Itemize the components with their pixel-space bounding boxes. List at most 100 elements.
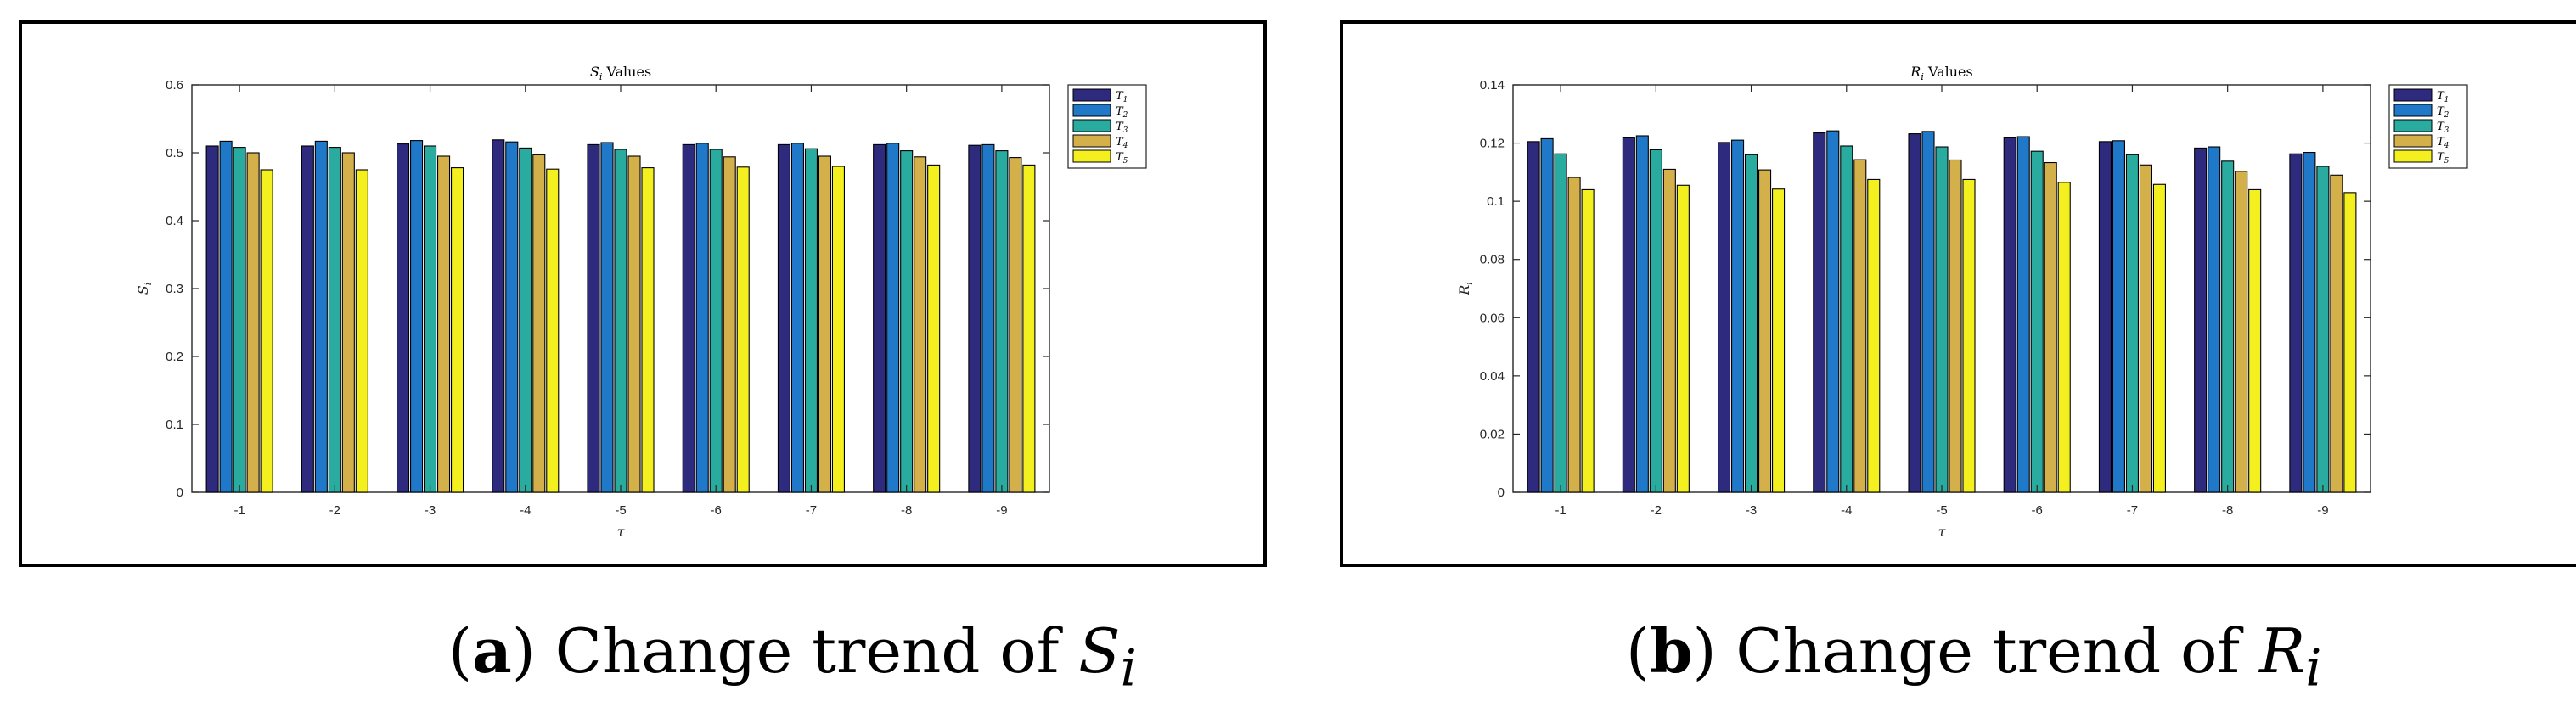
chart-title: Si Values xyxy=(590,64,651,82)
bar-t1--1 xyxy=(1527,141,1540,493)
bar-t1--9 xyxy=(968,144,981,493)
bar-t2--5 xyxy=(1921,131,1935,493)
bar-t3--9 xyxy=(2316,166,2330,493)
caption-b-letter: b xyxy=(1650,614,1693,687)
x-axis-label: τ xyxy=(617,524,626,540)
chart-title-text: Values xyxy=(1924,64,1973,80)
bar-t5--4 xyxy=(1867,178,1881,493)
legend-label-subscript: 2 xyxy=(2444,111,2449,120)
bar-t4--7 xyxy=(818,155,831,493)
bar-t3--3 xyxy=(1745,154,1758,493)
legend-label-t1: T1 xyxy=(1116,90,1128,104)
legend-label-symbol: T xyxy=(1116,151,1124,164)
legend-label-t2: T2 xyxy=(1116,105,1128,120)
legend-label-subscript: 1 xyxy=(2444,96,2449,104)
y-tick-label: 0 xyxy=(177,485,183,500)
x-tick-label: -4 xyxy=(1841,503,1852,518)
legend-label-t4: T4 xyxy=(2437,136,2449,150)
bar-t1--6 xyxy=(682,143,695,493)
bar-t2--6 xyxy=(2016,136,2030,493)
bar-t4--5 xyxy=(627,155,641,493)
bar-t5--9 xyxy=(1022,164,1036,493)
x-tick-label: -7 xyxy=(2127,503,2138,518)
bar-t4--2 xyxy=(1662,168,1676,493)
bar-t5--6 xyxy=(2057,182,2071,493)
caption-a-letter: a xyxy=(472,614,512,687)
bar-t4--6 xyxy=(723,156,736,493)
bar-t3--5 xyxy=(1935,146,1949,493)
bar-t1--1 xyxy=(205,145,219,493)
legend-label-t5: T5 xyxy=(1116,151,1128,166)
y-tick-label: 0.1 xyxy=(1487,194,1505,209)
legend-label-subscript: 3 xyxy=(2444,126,2449,135)
bar-t3--1 xyxy=(1554,153,1567,493)
bar-t2--1 xyxy=(1540,137,1554,493)
bar-t2--1 xyxy=(219,140,233,493)
bar-t5--8 xyxy=(927,164,941,493)
x-tick-label: -3 xyxy=(425,503,436,518)
legend-label-symbol: T xyxy=(2437,151,2445,164)
bar-t4--6 xyxy=(2044,161,2057,493)
y-axis-label: Ri xyxy=(1456,282,1475,296)
caption-b-text: Change trend of xyxy=(1735,615,2241,687)
bar-t5--3 xyxy=(451,167,464,493)
legend-label-subscript: 2 xyxy=(1122,111,1128,120)
bar-t2--2 xyxy=(1635,135,1649,493)
chart-panel-r: 0 0.02 0.04 0.06 0.08 0.1 0.12 0.14 -1 -2 -3 -4 -5 -6… xyxy=(1340,20,2576,567)
bar-t1--7 xyxy=(2098,141,2112,493)
x-tick-label: -9 xyxy=(2317,503,2328,518)
chart-title-symbol: S xyxy=(590,64,599,80)
x-tick-label: -5 xyxy=(615,503,626,518)
chart-title-subscript: i xyxy=(599,71,603,82)
legend-label-subscript: 1 xyxy=(1123,96,1128,104)
legend-swatch-t5 xyxy=(1072,149,1111,163)
y-tick-label: 0.1 xyxy=(166,418,183,432)
bar-t3--3 xyxy=(424,145,437,493)
legend-label-symbol: T xyxy=(2437,90,2445,103)
bar-t2--9 xyxy=(2303,151,2316,493)
bar-t1--6 xyxy=(2003,137,2016,493)
legend-label-symbol: T xyxy=(1116,121,1124,133)
y-axis-label: Si xyxy=(135,283,154,295)
x-tick-label: -2 xyxy=(1651,503,1662,518)
caption-a-text: Change trend of xyxy=(554,615,1060,687)
caption-a: (a) Change trend of Si xyxy=(448,614,1137,699)
bar-t5--4 xyxy=(546,168,560,493)
bar-t4--2 xyxy=(341,152,355,493)
bar-t4--4 xyxy=(1853,159,1867,493)
y-tick-label: 0.4 xyxy=(166,214,183,228)
caption-b-subscript: i xyxy=(2305,638,2322,699)
chart-title-subscript: i xyxy=(1921,71,1924,82)
legend-label-symbol: T xyxy=(2437,121,2445,133)
bar-t3--9 xyxy=(995,150,1009,493)
bar-t5--3 xyxy=(1772,188,1786,493)
x-tick-label: -7 xyxy=(806,503,817,518)
bar-t3--5 xyxy=(614,149,627,493)
bar-t1--2 xyxy=(1622,137,1635,493)
bar-t4--8 xyxy=(914,156,927,493)
legend-label-t3: T3 xyxy=(2437,121,2449,135)
caption-b-symbol: R xyxy=(2258,615,2306,687)
y-tick-label: 0.06 xyxy=(1480,311,1505,325)
legend-label-t4: T4 xyxy=(1116,136,1128,150)
x-tick-label: -6 xyxy=(2032,503,2043,518)
bar-t3--7 xyxy=(804,148,818,493)
y-tick-label: 0.3 xyxy=(166,282,183,296)
x-tick-label: -6 xyxy=(711,503,722,518)
y-axis-label-symbol: R xyxy=(1456,285,1472,296)
bar-t3--7 xyxy=(2125,154,2139,493)
legend-label-t2: T2 xyxy=(2437,105,2449,120)
bar-t3--2 xyxy=(1649,149,1662,493)
legend-swatch-t1 xyxy=(1072,88,1111,102)
y-tick-label: 0.5 xyxy=(166,146,183,160)
y-tick-label: 0 xyxy=(1498,485,1505,500)
x-tick-label: -4 xyxy=(520,503,531,518)
bar-t5--5 xyxy=(1962,178,1976,493)
bar-t1--9 xyxy=(2289,153,2303,493)
legend-label-subscript: 4 xyxy=(1122,142,1128,150)
bar-t5--2 xyxy=(1676,184,1690,493)
bar-t5--6 xyxy=(736,166,750,493)
bar-t2--3 xyxy=(1731,139,1745,493)
bar-t1--4 xyxy=(492,139,505,493)
legend-swatch-t4 xyxy=(2393,134,2433,148)
